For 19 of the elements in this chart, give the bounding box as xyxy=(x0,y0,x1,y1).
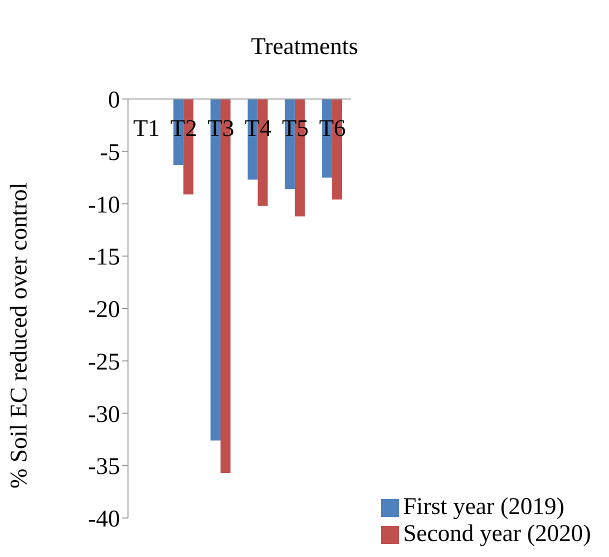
y-tick-label: -35 xyxy=(88,454,120,480)
y-tick-label: -15 xyxy=(88,244,120,271)
y-tick-label: -5 xyxy=(100,140,120,166)
x-tick-label: T2 xyxy=(170,116,198,142)
x-tick-label: T5 xyxy=(282,116,309,142)
y-tick-label: -25 xyxy=(88,349,120,376)
y-tick-label: -40 xyxy=(88,506,120,533)
chart-title: Treatments xyxy=(250,34,360,61)
y-tick-label: -20 xyxy=(88,297,120,324)
x-tick-label: T6 xyxy=(319,116,346,142)
x-tick-label: T1 xyxy=(133,116,160,142)
x-tick-label: T4 xyxy=(244,116,272,142)
legend-label: Second year (2020) xyxy=(403,521,591,547)
y-tick-label: -10 xyxy=(88,192,120,218)
y-axis-title: % Soil EC reduced over control xyxy=(6,182,33,488)
legend-label: First year (2019) xyxy=(403,494,564,520)
y-tick-label: -30 xyxy=(88,402,120,428)
x-tick-label: T3 xyxy=(208,116,234,142)
y-tick-label: 0 xyxy=(108,88,120,114)
